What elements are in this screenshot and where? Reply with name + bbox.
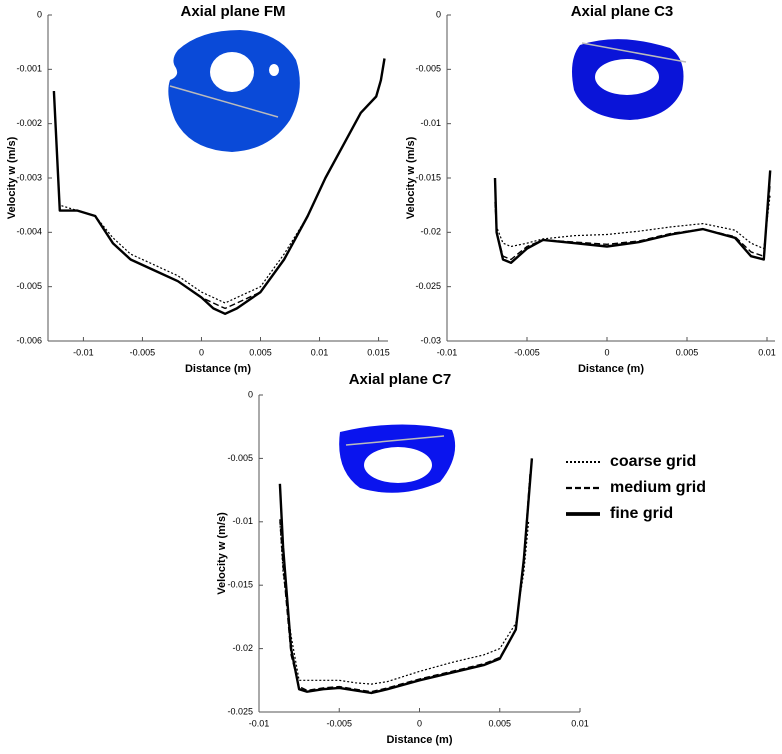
y-tick-label: -0.002 <box>16 118 42 128</box>
y-tick-label: 0 <box>248 389 253 399</box>
inset-fm <box>168 30 300 152</box>
x-tick-label: 0.005 <box>488 718 511 728</box>
x-tick-label: -0.005 <box>326 718 352 728</box>
x-tick-label: 0 <box>417 718 422 728</box>
x-tick-label: 0.005 <box>676 347 699 357</box>
x-tick-label: 0.015 <box>367 347 390 357</box>
y-tick-label: -0.01 <box>232 516 253 526</box>
series-line <box>279 471 531 693</box>
y-tick-label: -0.004 <box>16 227 42 237</box>
y-tick-label: -0.005 <box>16 281 42 291</box>
y-tick-label: -0.02 <box>232 643 253 653</box>
inset-c3 <box>572 39 687 121</box>
inset-c7 <box>339 424 456 493</box>
y-tick-label: -0.02 <box>420 227 441 237</box>
x-axis-label: Distance (m) <box>386 734 452 746</box>
x-axis-label: Distance (m) <box>185 363 251 375</box>
legend-label: fine grid <box>610 505 673 522</box>
series-line <box>493 170 772 264</box>
x-tick-label: -0.005 <box>130 347 156 357</box>
series-line <box>278 458 534 695</box>
x-tick-label: 0 <box>604 347 609 357</box>
y-tick-label: -0.01 <box>420 118 441 128</box>
x-tick-label: 0.01 <box>571 718 589 728</box>
x-tick-label: -0.01 <box>437 347 458 357</box>
y-tick-label: -0.006 <box>16 335 42 345</box>
chart-title: Axial plane FM <box>180 3 285 20</box>
x-tick-label: 0 <box>199 347 204 357</box>
series-line <box>494 194 771 250</box>
x-tick-label: -0.01 <box>73 347 94 357</box>
legend-label: medium grid <box>610 479 706 496</box>
y-axis-label: Velocity w (m/s) <box>216 512 228 595</box>
y-tick-label: 0 <box>37 9 42 19</box>
chart-title: Axial plane C7 <box>349 371 452 388</box>
y-tick-label: -0.003 <box>16 172 42 182</box>
legend: coarse grid medium grid fine grid <box>566 453 706 522</box>
y-tick-label: -0.015 <box>227 580 253 590</box>
y-tick-label: -0.005 <box>227 453 253 463</box>
y-tick-label: -0.015 <box>415 172 441 182</box>
x-tick-label: -0.005 <box>514 347 540 357</box>
y-tick-label: -0.03 <box>420 335 441 345</box>
x-axis-label: Distance (m) <box>578 363 644 375</box>
y-axis-label: Velocity w (m/s) <box>405 136 417 219</box>
legend-label: coarse grid <box>610 453 696 470</box>
x-tick-label: -0.01 <box>249 718 270 728</box>
x-tick-label: 0.01 <box>311 347 329 357</box>
series-line <box>279 521 530 685</box>
series-line <box>52 58 386 315</box>
y-tick-label: -0.025 <box>227 706 253 716</box>
x-tick-label: 0.01 <box>758 347 776 357</box>
y-tick-label: -0.001 <box>16 64 42 74</box>
y-tick-label: 0 <box>436 9 441 19</box>
y-tick-label: -0.025 <box>415 281 441 291</box>
x-tick-label: 0.005 <box>249 347 272 357</box>
y-tick-label: -0.005 <box>415 64 441 74</box>
y-axis-label: Velocity w (m/s) <box>6 136 18 219</box>
series-line <box>494 183 771 261</box>
chart-title: Axial plane C3 <box>571 3 674 20</box>
